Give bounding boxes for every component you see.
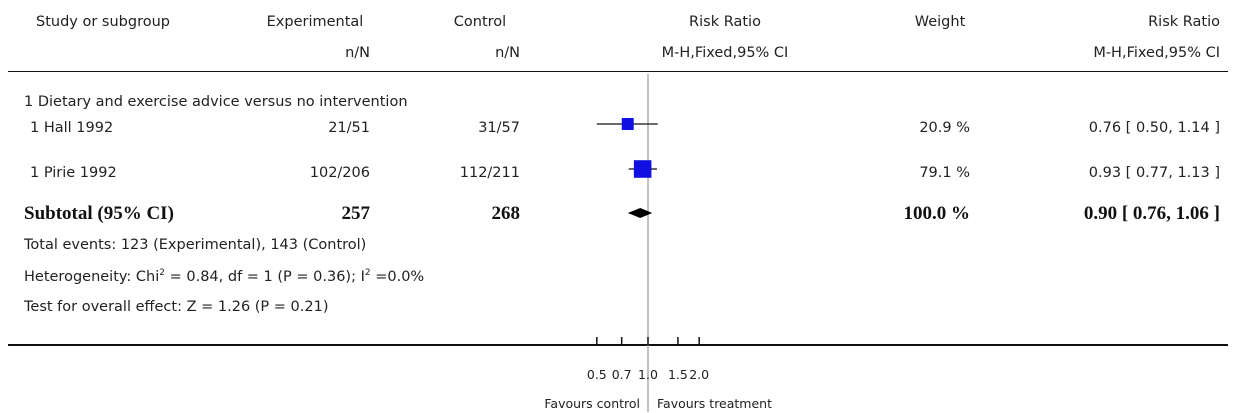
heterogeneity-suffix: =0.0% [370,269,425,285]
heterogeneity-prefix: Heterogeneity: Chi [24,269,160,285]
subtotal-label: Subtotal (95% CI) [24,203,174,224]
tick-label: 1.0 [638,367,658,382]
subgroup-title: 1 Dietary and exercise advice versus no … [24,94,408,110]
heterogeneity-mid: = 0.84, df = 1 (P = 0.36); I [165,269,365,285]
heterogeneity-sup1: 2 [159,268,165,279]
subtotal-control: 268 [491,203,521,224]
study-weight: 20.9 % [919,120,970,136]
subtotal-diamond [627,208,653,218]
study-ci-text: 0.93 [ 0.77, 1.13 ] [1088,165,1220,181]
study-experimental: 21/51 [328,120,370,136]
header-weight: Weight [914,14,966,30]
tick-label: 0.5 [587,367,607,382]
study-marker [621,118,634,130]
header-study: Study or subgroup [36,14,170,30]
axis-baseline [8,344,1228,346]
tick-label: 2.0 [689,367,709,382]
subtotal-weight: 100.0 % [903,203,971,224]
study-name: 1 Hall 1992 [30,120,114,136]
header-method: M-H,Fixed,95% CI [661,45,789,61]
header-risk-ratio: Risk Ratio [689,14,761,30]
total-events-note: Total events: 123 (Experimental), 143 (C… [24,237,367,253]
subtotal-experimental: 257 [341,203,371,224]
header-control: Control [453,14,507,30]
study-control: 112/211 [459,165,520,181]
heterogeneity-sup2: 2 [364,268,371,279]
favours-right-label: Favours treatment [657,396,773,411]
tick-label: 0.7 [612,367,632,382]
header-ctrl-sub: n/N [495,45,520,61]
study-weight: 79.1 % [919,165,970,181]
study-marker [633,160,652,178]
overall-effect-note: Test for overall effect: Z = 1.26 (P = 0… [24,299,329,315]
header-experimental: Experimental [266,14,364,30]
favours-left-label: Favours control [544,396,640,411]
subtotal-ci-text: 0.90 [ 0.76, 1.06 ] [1083,203,1220,224]
header-method-right: M-H,Fixed,95% CI [1093,45,1220,61]
study-ci-text: 0.76 [ 0.50, 1.14 ] [1088,120,1220,136]
header-divider [8,71,1228,72]
tick-label: 1.5 [668,367,688,382]
study-control: 31/57 [478,120,520,136]
heterogeneity-note: Heterogeneity: Chi2 = 0.84, df = 1 (P = … [24,268,424,286]
header-exp-sub: n/N [345,45,370,61]
study-name: 1 Pirie 1992 [30,165,117,181]
study-experimental: 102/206 [309,165,370,181]
header-risk-ratio-right: Risk Ratio [1148,14,1220,30]
